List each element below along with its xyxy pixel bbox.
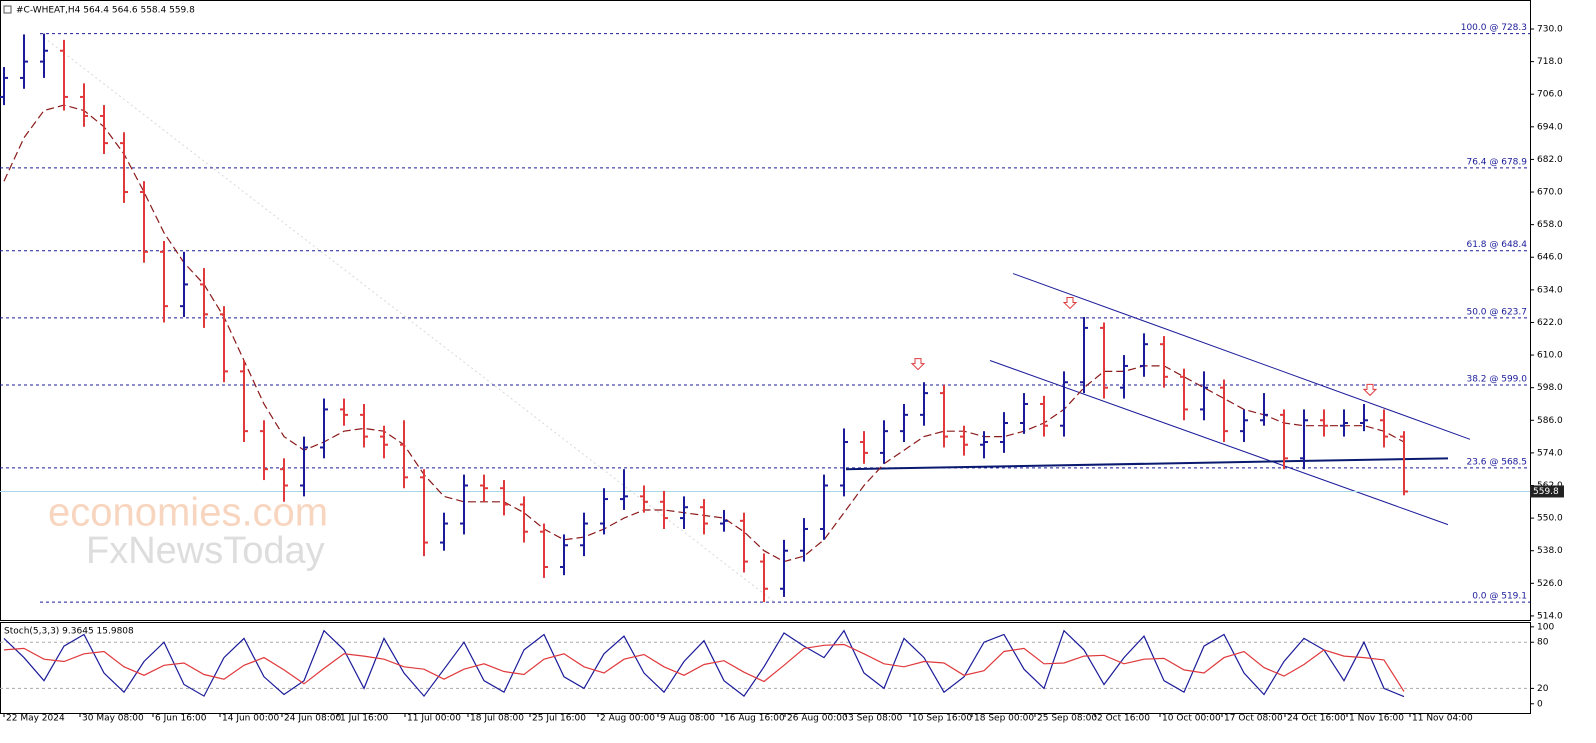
y-tick-label: 538.0 [1537,546,1563,556]
arrow-marker [1062,296,1078,310]
fib-label: 0.0 @ 519.1 [1472,592,1527,602]
x-tick-label: 2 Oct 16:00 [1097,714,1150,724]
x-tick-label: 11 Nov 04:00 [1412,714,1473,724]
y-tick-label: 598.0 [1537,383,1563,393]
y-tick-label: 634.0 [1537,285,1563,295]
chart-title: #C-WHEAT,H4 564.4 564.6 558.4 559.8 [16,6,195,16]
stoch-y-tick-label: 80 [1537,638,1549,648]
fib-label: 100.0 @ 728.3 [1461,23,1527,33]
symbol-icon [3,5,12,14]
watermark: FxNewsToday [86,530,325,572]
x-tick-label: 30 May 08:00 [82,714,144,724]
trendline [1012,273,1471,440]
x-tick-label: 14 Jun 00:00 [222,714,279,724]
y-tick-label: 718.0 [1537,57,1563,67]
stoch-label: Stoch(5,3,3) 9.3645 15.9808 [4,627,134,637]
y-tick-label: 526.0 [1537,579,1563,589]
main-panel-frame [0,0,1531,621]
y-tick-label: 658.0 [1537,220,1563,230]
arrow-marker [1362,383,1378,397]
stoch-line [3,643,1405,692]
y-tick-label: 682.0 [1537,155,1563,165]
y-tick-label: 706.0 [1537,90,1563,100]
fib-label: 50.0 @ 623.7 [1466,307,1527,317]
x-tick-label: 1 Nov 16:00 [1349,714,1404,724]
y-tick-label: 550.0 [1537,514,1563,524]
x-tick-label: 10 Oct 00:00 [1162,714,1221,724]
trendline [989,360,1449,526]
x-tick-label: 25 Jul 16:00 [532,714,586,724]
stoch-y-tick-label: 100 [1537,622,1554,632]
x-tick-label: 22 May 2024 [6,714,65,724]
x-tick-label: 10 Sep 16:00 [912,714,972,724]
last-price-label: 559.8 [1533,487,1559,497]
last-price-box [1530,485,1564,498]
x-tick-label: 26 Aug 00:00 [787,714,848,724]
y-tick-label: 586.0 [1537,416,1563,426]
stoch-y-tick-label: 0 [1537,699,1543,709]
y-tick-label: 730.0 [1537,24,1563,34]
y-tick-label: 622.0 [1537,318,1563,328]
x-tick-label: 17 Oct 08:00 [1224,714,1283,724]
stoch-y-tick-label: 20 [1537,684,1549,694]
x-tick-label: 18 Sep 00:00 [974,714,1034,724]
watermark: economies.com [48,491,328,535]
x-tick-label: 11 Jul 00:00 [407,714,461,724]
x-tick-label: 25 Sep 08:00 [1037,714,1097,724]
x-tick-label: 24 Oct 16:00 [1287,714,1346,724]
x-tick-label: 3 Sep 08:00 [848,714,903,724]
x-tick-label: 9 Aug 08:00 [660,714,715,724]
stoch-panel-frame [0,622,1531,714]
x-tick-label: 2 Aug 00:00 [600,714,655,724]
y-tick-label: 670.0 [1537,188,1563,198]
fib-label: 38.2 @ 599.0 [1466,374,1527,384]
fib-label: 61.8 @ 648.4 [1466,240,1527,250]
y-tick-label: 694.0 [1537,122,1563,132]
y-tick-label: 610.0 [1537,351,1563,361]
stoch-line [3,629,1405,698]
y-tick-label: 646.0 [1537,253,1563,263]
y-tick-label: 574.0 [1537,448,1563,458]
x-tick-label: 6 Jun 16:00 [155,714,207,724]
trendline [845,457,1449,471]
fib-label: 76.4 @ 678.9 [1466,157,1527,167]
x-tick-label: 1 Jul 16:00 [340,714,389,724]
x-tick-label: 24 Jun 08:00 [284,714,341,724]
fib-label: 23.6 @ 568.5 [1466,457,1527,467]
x-tick-label: 18 Jul 08:00 [470,714,524,724]
y-tick-label: 514.0 [1537,611,1563,621]
x-tick-label: 16 Aug 16:00 [724,714,785,724]
arrow-marker [910,358,926,371]
